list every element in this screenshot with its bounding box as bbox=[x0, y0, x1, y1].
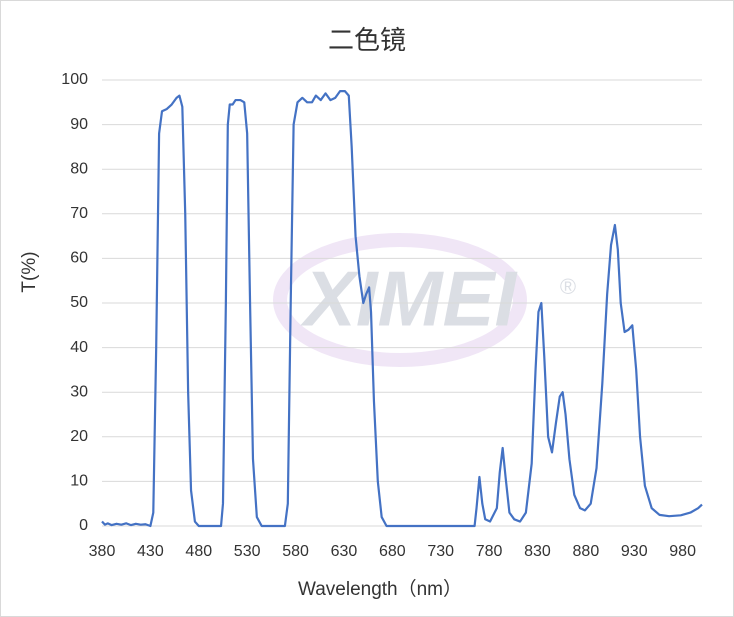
chart-title: 二色镜 bbox=[328, 25, 406, 55]
y-tick-label: 10 bbox=[70, 473, 88, 490]
x-tick-label: 880 bbox=[573, 543, 600, 560]
x-tick-label: 730 bbox=[427, 543, 454, 560]
x-tick-label: 630 bbox=[331, 543, 358, 560]
watermark-mark: ® bbox=[560, 274, 576, 299]
x-axis-label: Wavelength（nm） bbox=[298, 578, 462, 600]
x-tick-label: 530 bbox=[234, 543, 261, 560]
y-tick-label: 0 bbox=[79, 517, 88, 534]
x-tick-label: 580 bbox=[282, 543, 309, 560]
y-axis-label: T(%) bbox=[19, 251, 40, 292]
y-tick-label: 100 bbox=[61, 71, 88, 88]
y-tick-label: 80 bbox=[70, 160, 88, 177]
y-tick-label: 30 bbox=[70, 383, 88, 400]
watermark-group: XIMEI ® bbox=[273, 233, 576, 367]
x-tick-label: 430 bbox=[137, 543, 164, 560]
y-tick-label: 50 bbox=[70, 294, 88, 311]
x-tick-label: 930 bbox=[621, 543, 648, 560]
x-tick-label: 780 bbox=[476, 543, 503, 560]
x-tick-label: 380 bbox=[89, 543, 116, 560]
x-tick-label: 830 bbox=[524, 543, 551, 560]
x-tick-label: 680 bbox=[379, 543, 406, 560]
watermark-swoosh bbox=[273, 233, 527, 367]
y-tick-label: 20 bbox=[70, 428, 88, 445]
y-tick-label: 70 bbox=[70, 205, 88, 222]
watermark: XIMEI bbox=[300, 255, 518, 343]
data-line bbox=[101, 90, 703, 528]
x-tick-label: 980 bbox=[669, 543, 696, 560]
y-tick-label: 60 bbox=[70, 250, 88, 267]
x-tick-label: 480 bbox=[185, 543, 212, 560]
y-tick-label: 40 bbox=[70, 339, 88, 356]
y-tick-label: 90 bbox=[70, 116, 88, 133]
